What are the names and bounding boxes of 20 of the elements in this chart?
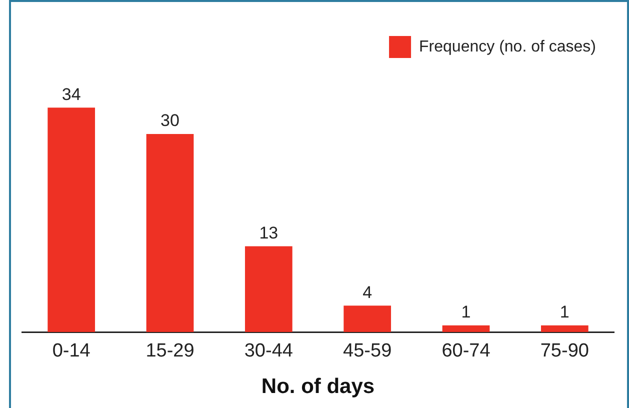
legend-label: Frequency (no. of cases) (419, 38, 596, 56)
x-tick-label: 15-29 (146, 340, 194, 362)
bar (48, 108, 96, 332)
x-tick-label: 75-90 (540, 340, 589, 362)
data-label: 4 (362, 282, 372, 302)
data-label: 13 (259, 223, 278, 242)
data-label: 30 (160, 111, 180, 130)
data-label: 1 (461, 302, 471, 322)
x-tick-label: 0-14 (52, 340, 91, 362)
x-tick-label: 60-74 (442, 340, 491, 362)
bar (244, 246, 292, 332)
bar (146, 134, 194, 332)
x-axis-title: No. of days (261, 375, 375, 398)
data-label: 1 (560, 302, 570, 322)
bar (442, 325, 490, 332)
bar (344, 306, 392, 332)
x-tick-label: 45-59 (343, 340, 392, 362)
x-tick-label: 30-44 (244, 340, 294, 362)
bar (540, 325, 588, 332)
data-label: 34 (62, 84, 81, 104)
